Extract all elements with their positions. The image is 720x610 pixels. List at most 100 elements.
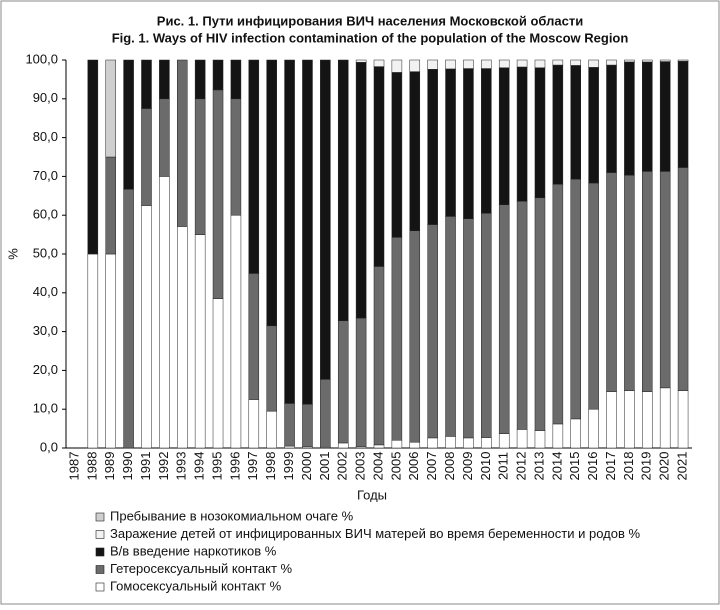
legend-label: Заражение детей от инфицированных ВИЧ ма… (110, 526, 640, 541)
bar-segment (498, 59, 510, 69)
chart-subtitle: Fig. 1. Ways of HIV infection contaminat… (112, 30, 629, 45)
bar-segment (373, 444, 385, 449)
x-tick-label: 1990 (120, 452, 135, 481)
bar-segment (391, 59, 403, 73)
x-tick-label: 2015 (567, 452, 582, 481)
y-tick-label: 0,0 (40, 439, 58, 454)
bar-segment (498, 67, 510, 205)
bar-segment (248, 59, 260, 274)
legend-swatch (95, 547, 105, 557)
bar-segment (302, 59, 313, 405)
x-tick-label: 1997 (245, 452, 260, 481)
bar-segment (320, 379, 331, 448)
bar-segment (624, 59, 635, 63)
bar-segment (445, 68, 456, 217)
bar-segment (105, 59, 116, 158)
bar-segment (337, 442, 349, 449)
bar-segment (481, 437, 492, 449)
x-tick-label: 1988 (84, 452, 99, 481)
bar-segment (176, 226, 188, 449)
bar-segment (427, 437, 438, 449)
bar-segment (409, 230, 421, 443)
y-tick-label: 30,0 (33, 323, 58, 338)
bar-segment (570, 65, 582, 180)
y-tick-label: 20,0 (33, 362, 58, 377)
bar-segment (355, 62, 367, 319)
x-tick-label: 2008 (442, 452, 457, 481)
bar-segment (516, 200, 528, 430)
x-axis-label: Годы (357, 487, 387, 502)
bar-segment (642, 61, 653, 172)
bar-segment (391, 439, 403, 449)
bar-segment (481, 59, 492, 69)
bar-segment (445, 216, 456, 437)
bar-segment (194, 59, 206, 100)
bar-segment (570, 59, 582, 66)
bar-segment (624, 61, 635, 176)
bar-segment (302, 403, 313, 448)
y-tick-label: 70,0 (33, 168, 58, 183)
x-tick-label: 2021 (674, 452, 689, 481)
bar-segment (212, 298, 224, 449)
bar-segment (159, 59, 170, 100)
y-tick-label: 80,0 (33, 129, 58, 144)
x-tick-label: 1992 (156, 452, 171, 481)
x-tick-label: 1996 (227, 452, 242, 481)
x-tick-label: 1989 (102, 452, 117, 481)
bar-segment (516, 429, 528, 449)
bar-segment (498, 433, 510, 449)
y-tick-label: 60,0 (33, 207, 58, 222)
bar-segment (552, 183, 564, 425)
x-tick-label: 2011 (496, 452, 511, 480)
bar-segment (588, 67, 599, 184)
bar-segment (373, 66, 385, 267)
bar-segment (373, 59, 385, 67)
bar-segment (677, 167, 689, 391)
legend-label: В/в введение наркотиков % (110, 543, 277, 558)
bar-segment (284, 59, 295, 404)
bar-segment (212, 59, 224, 91)
x-tick-label: 2007 (424, 452, 439, 481)
bar-segment (391, 237, 403, 441)
bar-segment (123, 188, 134, 449)
x-tick-label: 2010 (478, 452, 493, 481)
bar-segment (606, 391, 617, 449)
bar-segment (534, 67, 546, 198)
bar-segment (409, 441, 421, 449)
bar-segment (194, 234, 206, 449)
legend-swatch (95, 530, 105, 539)
bar-segment (463, 68, 474, 219)
bar-segment (516, 66, 528, 202)
bar-segment (642, 391, 653, 449)
legend-swatch (95, 565, 105, 574)
bar-segment (427, 224, 438, 439)
bar-segment (230, 98, 242, 216)
bar-segment (337, 320, 349, 444)
bar-segment (588, 59, 599, 68)
bar-segment (355, 317, 367, 448)
x-tick-label: 2018 (621, 452, 636, 481)
y-tick-label: 50,0 (33, 245, 58, 260)
x-tick-label: 2012 (514, 452, 529, 481)
bar-segment (409, 71, 421, 231)
x-tick-label: 1999 (281, 452, 296, 481)
bar-segment (427, 69, 438, 225)
bar-segment (516, 59, 528, 68)
x-tick-label: 2019 (639, 452, 654, 481)
bar-segment (284, 403, 295, 447)
y-tick-label: 10,0 (33, 401, 58, 416)
bar-segment (230, 214, 242, 449)
bar-segment (248, 273, 260, 400)
bar-segment (677, 390, 689, 449)
x-tick-label: 2002 (335, 452, 350, 481)
x-tick-label: 2020 (657, 452, 672, 481)
bar-segment (123, 59, 134, 190)
x-tick-label: 1987 (66, 452, 81, 481)
bar-segment (284, 445, 295, 449)
x-tick-label: 2005 (388, 452, 403, 481)
bar-segment (642, 171, 653, 392)
bar-segment (320, 59, 331, 380)
legend-swatch (95, 512, 105, 522)
bar-segment (570, 418, 582, 449)
